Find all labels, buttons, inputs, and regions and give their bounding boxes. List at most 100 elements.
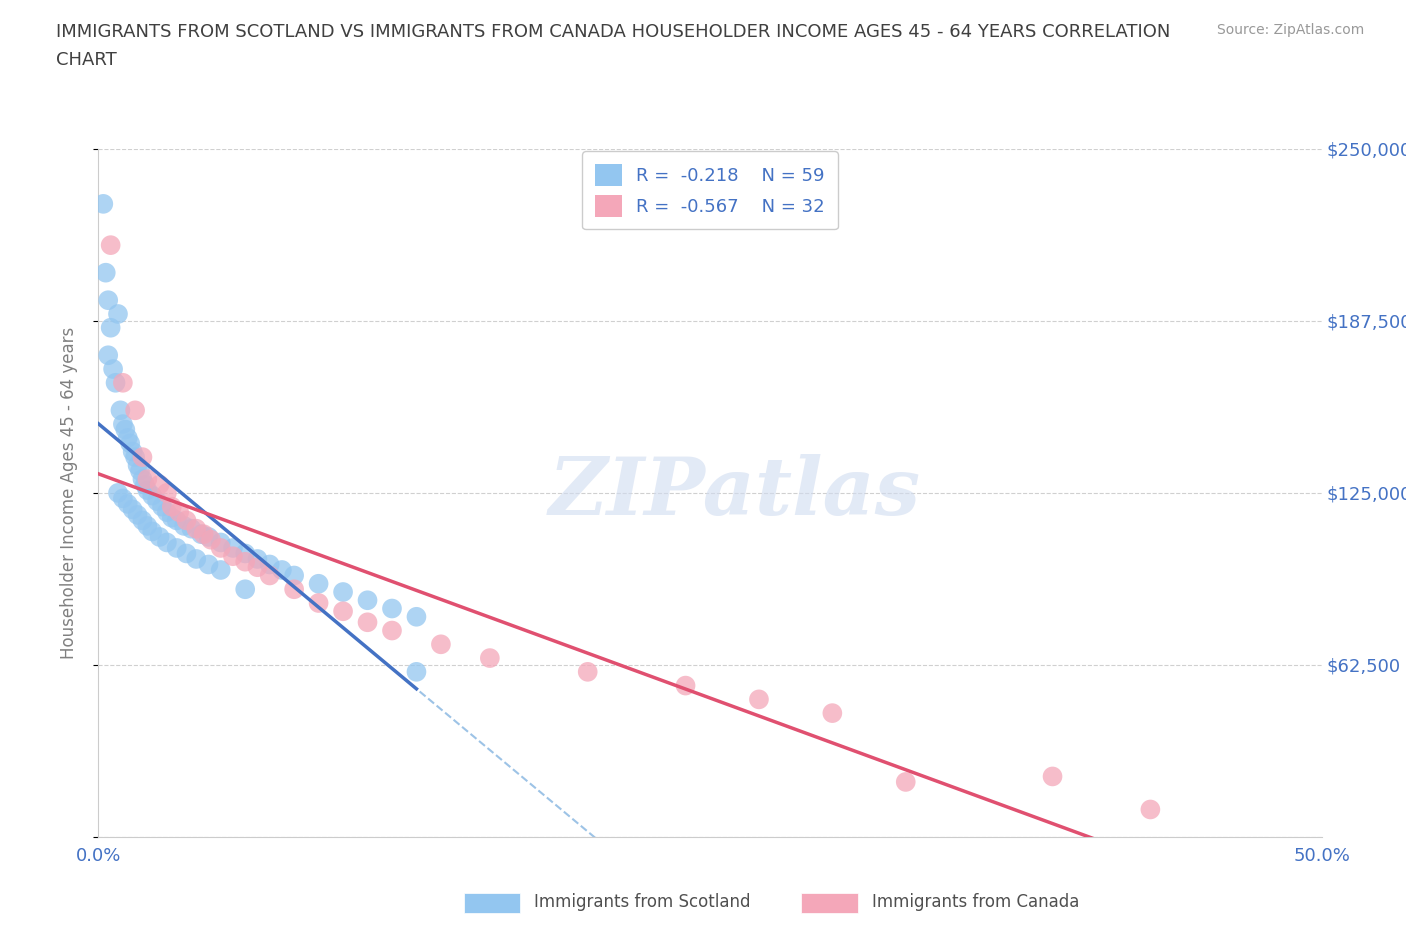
Point (114, 422, 136, 437)
Point (110, 403, 132, 418)
Point (270, 563, 294, 578)
Point (197, 557, 219, 572)
Point (209, 535, 232, 550)
Point (111, 491, 134, 506)
Point (405, 609, 427, 624)
Point (136, 472, 159, 486)
Point (150, 499, 173, 514)
Point (576, 664, 599, 679)
Point (381, 601, 404, 616)
Point (308, 595, 330, 610)
Point (111, 376, 134, 391)
Point (283, 568, 305, 583)
Point (101, 362, 124, 377)
Point (675, 678, 697, 693)
Point (124, 450, 146, 465)
Point (233, 582, 256, 597)
Legend: R =  -0.218    N = 59, R =  -0.567    N = 32: R = -0.218 N = 59, R = -0.567 N = 32 (582, 151, 838, 230)
Y-axis label: Householder Income Ages 45 - 64 years: Householder Income Ages 45 - 64 years (59, 326, 77, 659)
Point (131, 450, 153, 465)
Point (107, 307, 129, 322)
Point (173, 519, 195, 534)
Point (131, 513, 153, 528)
Point (166, 540, 188, 555)
FancyBboxPatch shape (464, 893, 520, 913)
Point (136, 519, 159, 534)
Point (197, 529, 219, 544)
Text: IMMIGRANTS FROM SCOTLAND VS IMMIGRANTS FROM CANADA HOUSEHOLDER INCOME AGES 45 - : IMMIGRANTS FROM SCOTLAND VS IMMIGRANTS F… (56, 23, 1171, 41)
Point (259, 568, 281, 583)
Point (141, 488, 163, 503)
Point (222, 549, 245, 564)
Point (121, 445, 143, 459)
Point (141, 524, 163, 538)
Point (246, 551, 269, 566)
Point (332, 585, 354, 600)
Text: Source: ZipAtlas.com: Source: ZipAtlas.com (1216, 23, 1364, 37)
Point (430, 637, 453, 652)
Point (166, 513, 188, 528)
Point (356, 592, 378, 607)
Point (186, 551, 208, 566)
Point (131, 472, 153, 486)
Text: CHART: CHART (56, 51, 117, 69)
Point (176, 546, 198, 561)
Point (160, 511, 183, 525)
Point (149, 477, 172, 492)
Point (97, 293, 120, 308)
Point (134, 477, 156, 492)
Point (160, 499, 183, 514)
Point (193, 526, 215, 541)
Point (478, 651, 501, 666)
Point (127, 508, 149, 523)
Point (1042, 769, 1064, 784)
Point (167, 505, 190, 520)
Point (200, 532, 222, 547)
Point (259, 557, 281, 572)
Text: ZIPatlas: ZIPatlas (548, 454, 921, 532)
Point (111, 417, 134, 432)
Point (209, 563, 232, 578)
Point (91, 196, 114, 211)
Point (308, 577, 330, 591)
Point (104, 376, 127, 391)
Point (129, 463, 152, 478)
Point (100, 320, 122, 335)
Point (107, 485, 129, 500)
Point (156, 535, 179, 550)
Point (233, 554, 256, 569)
Point (146, 494, 169, 509)
Point (356, 615, 378, 630)
Point (97, 348, 120, 363)
Point (117, 431, 139, 445)
Point (156, 505, 179, 520)
FancyBboxPatch shape (801, 893, 858, 913)
Point (1139, 802, 1161, 817)
Point (405, 664, 427, 679)
Point (332, 604, 354, 618)
Point (94, 265, 117, 280)
Point (381, 623, 404, 638)
Point (748, 692, 770, 707)
Point (222, 540, 245, 555)
Point (821, 706, 844, 721)
Point (209, 540, 232, 555)
Point (180, 521, 202, 536)
Point (117, 497, 139, 512)
Point (120, 436, 142, 451)
Point (127, 458, 149, 472)
Point (136, 483, 159, 498)
Point (176, 513, 198, 528)
Point (233, 546, 256, 561)
Point (894, 775, 917, 790)
Point (156, 485, 179, 500)
Point (246, 560, 269, 575)
Point (186, 521, 208, 536)
Text: Immigrants from Canada: Immigrants from Canada (872, 893, 1078, 911)
Point (121, 502, 143, 517)
Point (149, 529, 172, 544)
Point (283, 582, 305, 597)
Point (190, 526, 212, 541)
Text: Immigrants from Scotland: Immigrants from Scotland (534, 893, 751, 911)
Point (100, 238, 122, 253)
